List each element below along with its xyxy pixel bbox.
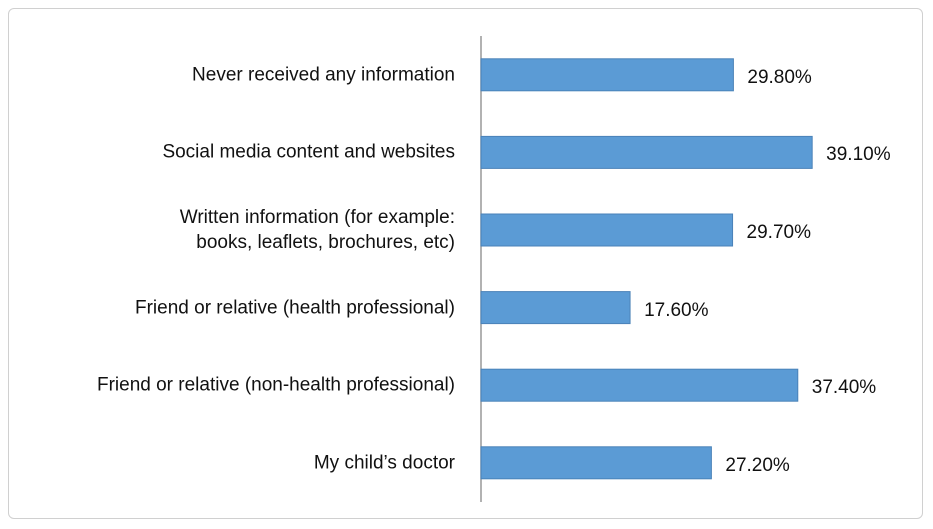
bar — [480, 58, 734, 92]
bar — [480, 135, 813, 169]
bar — [480, 291, 631, 325]
value-label: 29.70% — [746, 222, 811, 243]
category-label: Friend or relative (non-health professio… — [96, 374, 455, 396]
bar — [480, 368, 799, 402]
value-label: 17.60% — [644, 299, 709, 321]
value-label: 27.20% — [725, 454, 790, 476]
category-label: Friend or relative (health professional) — [135, 297, 455, 319]
category-label: My child’s doctor — [313, 452, 455, 474]
value-label: 39.10% — [826, 144, 891, 166]
value-label: 29.80% — [747, 66, 812, 88]
bar — [480, 446, 712, 480]
chart-frame — [8, 8, 923, 519]
category-label: Written information (for example: books,… — [179, 207, 455, 253]
bar — [480, 213, 734, 247]
category-label: Never received any information — [192, 64, 455, 86]
category-label: Social media content and websites — [162, 141, 455, 163]
value-label: 37.40% — [811, 377, 877, 399]
